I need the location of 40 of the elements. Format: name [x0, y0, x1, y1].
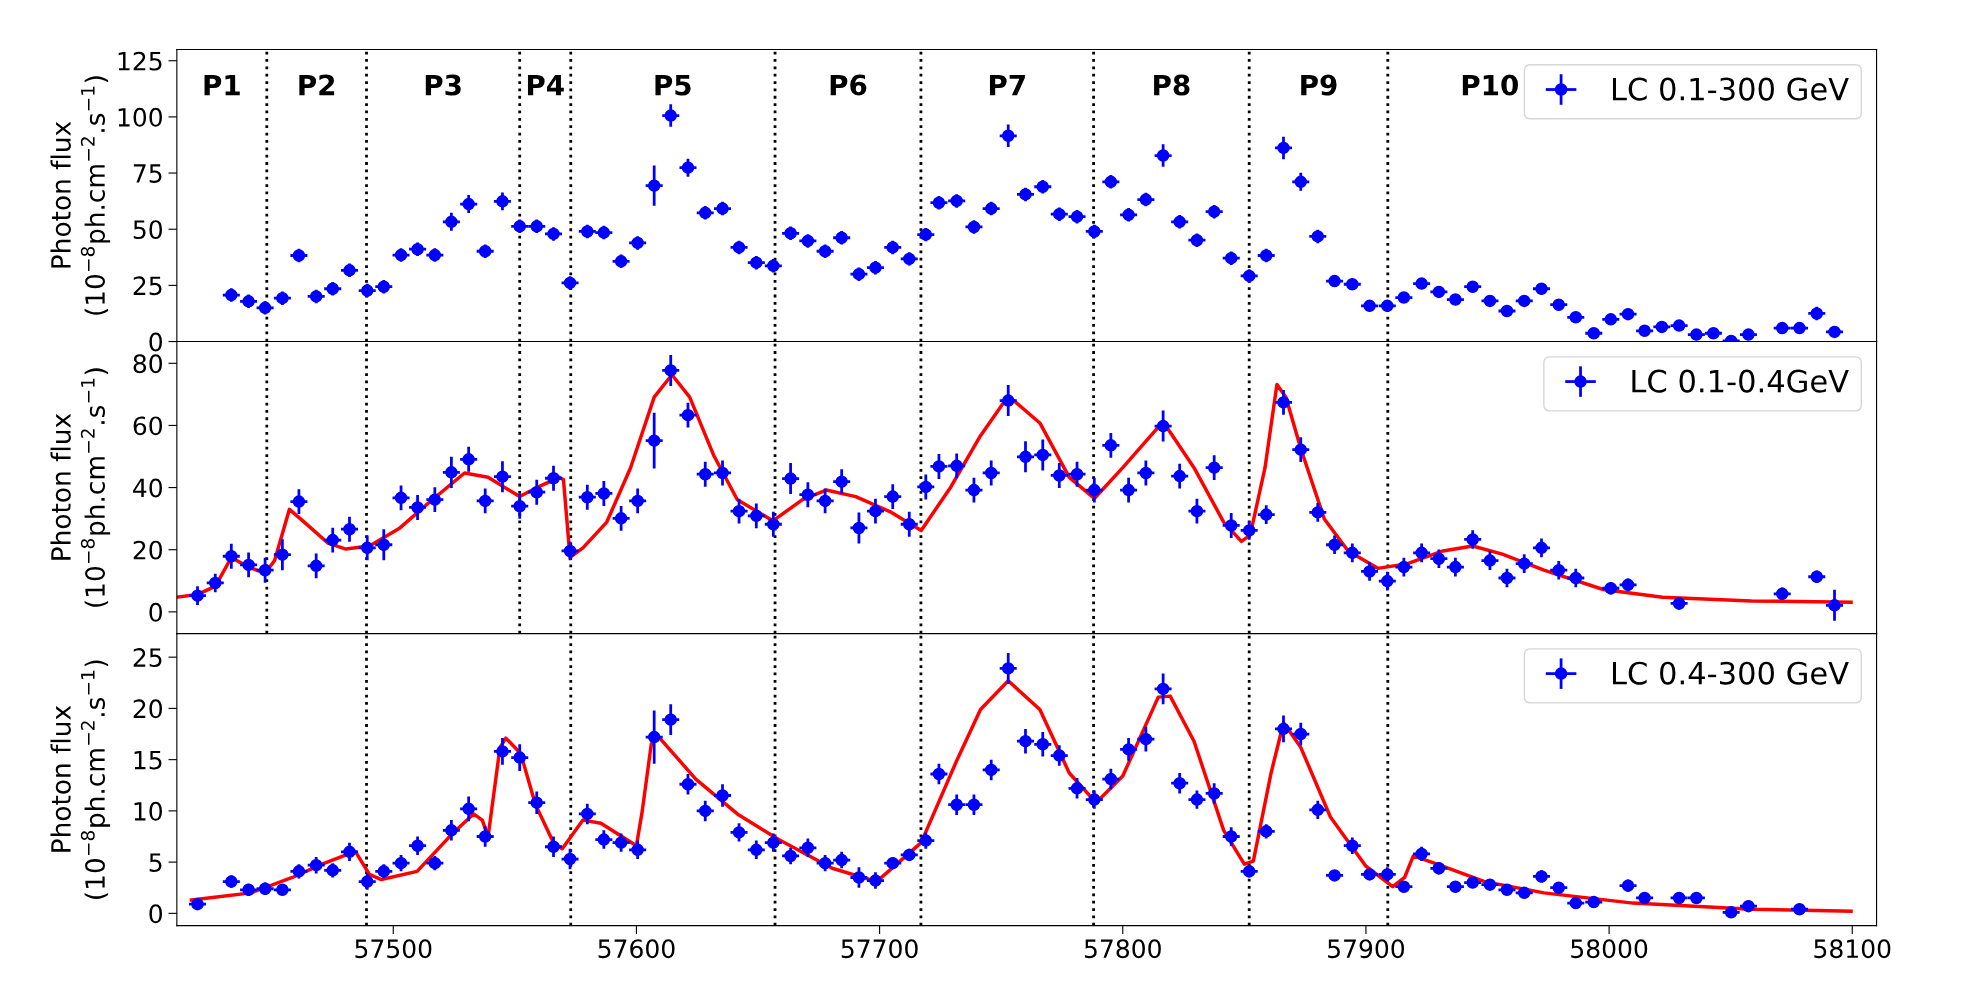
- x-tick-label: 57800: [1084, 939, 1161, 959]
- annotation: P3: [425, 74, 461, 96]
- y-tick-label: 75: [133, 164, 162, 183]
- y-tick-label: 50: [133, 220, 162, 240]
- y-tick-label: 20: [133, 699, 162, 719]
- y-tick-label: 5: [149, 853, 162, 872]
- y-tick-label: 25: [133, 648, 162, 668]
- x-tick-label: 57600: [598, 939, 675, 959]
- legend-label: LC 0.1-0.4GeV: [1632, 369, 1849, 393]
- x-tick-label: 57900: [1328, 939, 1405, 959]
- x-tick-label: 58000: [1571, 939, 1648, 959]
- y-tick-label: 25: [133, 276, 162, 296]
- x-tick-label: 57500: [355, 939, 432, 959]
- y-tick-label: 100: [118, 107, 162, 127]
- y-tick-label: 0: [149, 904, 162, 924]
- legend-label: LC 0.4-300 GeV: [1612, 661, 1849, 685]
- y-tick-label: 0: [149, 602, 162, 622]
- annotation: P6: [830, 74, 867, 96]
- annotation: P1: [204, 74, 240, 96]
- y-tick-label: 0: [149, 332, 162, 352]
- y-axis-title: Photon flux (10$^{−8}$ph.cm$^{−2}$.s$^{−1}$): [50, 368, 111, 607]
- y-tick-label: 80: [133, 354, 162, 374]
- annotation: P5: [655, 74, 691, 96]
- annotation: P10: [1462, 74, 1518, 96]
- annotation: P2: [299, 74, 335, 96]
- annotation: P8: [1154, 74, 1190, 96]
- x-tick-label: 58100: [1814, 939, 1891, 959]
- y-tick-label: 20: [133, 540, 162, 560]
- y-tick-label: 15: [134, 750, 162, 770]
- annotation: P4: [527, 74, 564, 96]
- y-tick-label: 40: [133, 478, 162, 498]
- annotation: P9: [1301, 74, 1337, 96]
- y-axis-title: Photon flux (10$^{−8}$ph.cm$^{−2}$.s$^{−1}$): [50, 76, 111, 315]
- y-axis-title: Photon flux (10$^{−8}$ph.cm$^{−2}$.s$^{−1}$): [50, 660, 111, 899]
- y-tick-label: 125: [118, 51, 162, 71]
- x-tick-label: 57700: [841, 939, 918, 959]
- annotation: P7: [989, 74, 1025, 96]
- legend-label: LC 0.1-300 GeV: [1612, 77, 1849, 101]
- y-tick-label: 60: [133, 416, 162, 436]
- y-tick-label: 10: [134, 801, 162, 821]
